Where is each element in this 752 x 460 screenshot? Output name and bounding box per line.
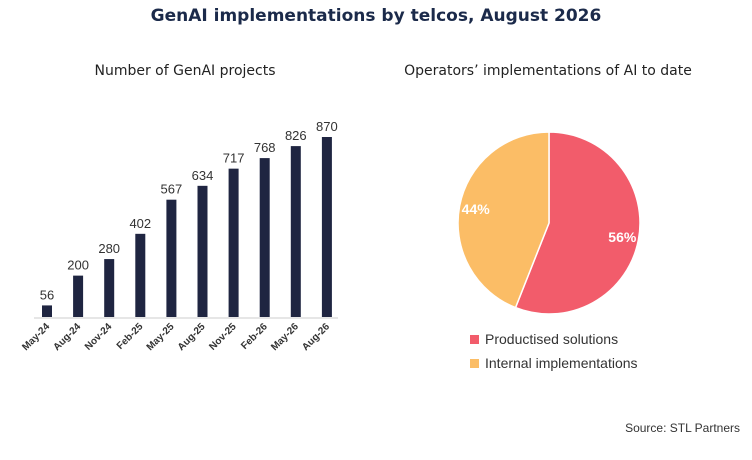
- chart-title: GenAI implementations by telcos, August …: [150, 6, 602, 26]
- bar-value-label: 567: [161, 182, 183, 197]
- x-tick-label: Aug-24: [51, 321, 83, 353]
- legend-swatch-internal: [470, 358, 479, 368]
- bar-nov-25: [228, 168, 239, 317]
- x-tick-label: Nov-25: [207, 321, 239, 353]
- bar-value-label: 402: [129, 216, 151, 231]
- x-tick-label: Feb-26: [239, 321, 270, 352]
- bar-aug-24: [73, 275, 84, 317]
- bar-may-24: [42, 305, 52, 317]
- x-tick-label: Aug-25: [176, 321, 208, 353]
- bar-value-label: 280: [98, 241, 120, 256]
- x-tick-label: May-24: [20, 321, 52, 353]
- bar-value-label: 870: [316, 119, 338, 134]
- bar-nov-24: [104, 259, 115, 317]
- x-tick-label: Feb-25: [115, 321, 146, 352]
- x-tick-label: Nov-24: [83, 321, 115, 353]
- bar-value-label: 200: [67, 258, 89, 273]
- x-tick-label: Aug-26: [300, 321, 332, 353]
- bar-chart-title: Number of GenAI projects: [94, 63, 276, 79]
- legend-label-internal: Internal implementations: [485, 355, 638, 371]
- bar-value-label: 717: [223, 151, 245, 166]
- bar-feb-26: [259, 158, 270, 317]
- bar-may-25: [166, 199, 177, 317]
- bar-aug-25: [197, 185, 208, 317]
- bar-aug-26: [321, 137, 332, 317]
- pie-chart-title: Operators’ implementations of AI to date: [404, 63, 692, 79]
- bar-may-26: [290, 146, 301, 317]
- legend-swatch-productised: [470, 334, 479, 344]
- bar-value-label: 826: [285, 128, 307, 143]
- bar-value-label: 768: [254, 140, 276, 155]
- legend-item-productised: Productised solutions: [470, 331, 618, 347]
- x-tick-label: May-26: [269, 321, 301, 353]
- legend-item-internal: Internal implementations: [470, 355, 638, 371]
- x-tick-label: May-25: [145, 321, 177, 353]
- source-note: Source: STL Partners: [625, 421, 740, 435]
- legend-label-productised: Productised solutions: [485, 331, 619, 347]
- bar-value-label: 634: [192, 168, 214, 183]
- bar-value-label: 56: [40, 287, 54, 302]
- bar-feb-25: [135, 233, 146, 317]
